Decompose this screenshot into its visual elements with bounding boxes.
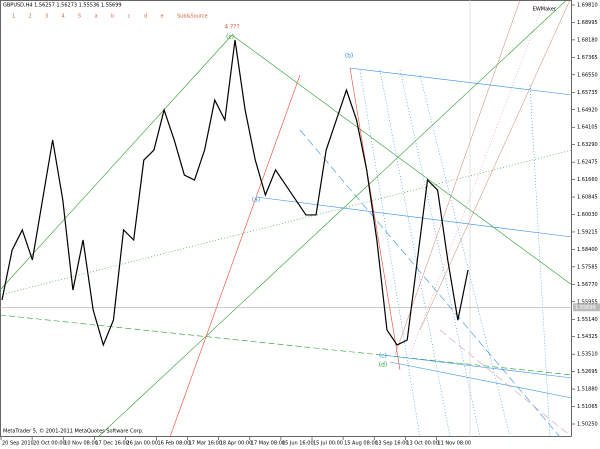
price-label: 1.51880 <box>577 387 598 393</box>
toolbar-button[interactable]: 5 <box>78 14 81 20</box>
price-label: 1.64920 <box>577 107 598 113</box>
toolbar-button[interactable]: c <box>128 14 131 20</box>
time-label: 20 Sep 2010 <box>2 441 34 447</box>
toolbar-button[interactable]: 1 <box>12 14 15 20</box>
current-price-label: 1.55699 <box>575 305 596 311</box>
time-label: 17 Mar 16:00 <box>189 441 222 447</box>
time-label: 10 Nov 08:00 <box>64 441 98 447</box>
indicator-name: EWMaker <box>533 7 557 13</box>
price-label: 1.51065 <box>577 404 598 410</box>
wave-label: (b) <box>345 53 354 60</box>
wave-label: (d) <box>379 362 388 369</box>
drawings <box>0 0 573 438</box>
toolbar-button[interactable]: d <box>144 14 147 20</box>
chart-frame <box>0 0 572 437</box>
price-label: 1.60845 <box>577 195 598 201</box>
time-label: 17 May 08:00 <box>251 441 285 447</box>
price-label: 1.66550 <box>577 72 598 78</box>
price-label: 1.53510 <box>577 352 598 358</box>
time-label: 16 Feb 08:00 <box>158 441 191 447</box>
price-label: 1.52695 <box>577 369 598 375</box>
time-label: 17 Dec 16:00 <box>95 441 129 447</box>
toolbar-button[interactable]: 3 <box>45 14 48 20</box>
price-label: 1.60030 <box>577 212 598 218</box>
price-label: 1.69810 <box>577 3 598 9</box>
toolbar-button[interactable]: b <box>111 14 114 20</box>
toolbar-button[interactable]: 2 <box>29 14 32 20</box>
wave-label: (c) <box>379 353 387 360</box>
price-label: 1.55955 <box>577 299 598 305</box>
price-label: 1.64105 <box>577 125 598 131</box>
price-line <box>1 39 469 347</box>
wave-label: (c) <box>226 34 234 41</box>
price-label: 1.56770 <box>577 282 598 288</box>
plot <box>0 39 572 347</box>
symbol-info: GBPUSD,H4 1.56257 1.56273 1.55536 1.5569… <box>3 3 122 9</box>
time-label: 15 Aug 08:00 <box>344 441 378 447</box>
price-label: 1.65735 <box>577 90 598 96</box>
price-label: 1.68180 <box>577 37 598 43</box>
toolbar-button[interactable]: e <box>161 14 164 20</box>
time-label: 20 Oct 00:00 <box>33 441 66 447</box>
time-label: 13 Sep 16:00 <box>375 441 408 447</box>
toolbar-button[interactable]: Sub&Source <box>177 14 208 20</box>
price-label: 1.61660 <box>577 177 598 183</box>
price-label: 1.50250 <box>577 422 598 428</box>
price-label: 1.57585 <box>577 264 598 270</box>
price-label: 1.67365 <box>577 55 598 61</box>
toolbar-button[interactable]: a <box>95 14 98 20</box>
price-label: 1.55140 <box>577 317 598 323</box>
price-label: 1.63290 <box>577 142 598 148</box>
current-price-box <box>573 303 600 312</box>
time-label: 15 Jun 16:00 <box>282 441 314 447</box>
time-label: 15 Jul 00:00 <box>313 441 343 447</box>
price-label: 1.62475 <box>577 160 598 166</box>
copyright: MetaTrader 5, © 2001-2011 MetaQuotes Sof… <box>3 428 144 435</box>
time-label: 11 Nov 08:00 <box>437 441 471 447</box>
wave-label: 4 ??? <box>224 24 239 31</box>
price-label: 1.58400 <box>577 247 598 253</box>
price-label: 1.59215 <box>577 229 598 235</box>
toolbar-button[interactable]: 4 <box>62 14 65 20</box>
time-label: 13 Oct 00:00 <box>406 441 439 447</box>
time-label: 18 Apr 00:00 <box>220 441 253 447</box>
price-label: 1.68995 <box>577 20 598 26</box>
time-label: 26 Jan 00:00 <box>126 441 158 447</box>
price-label: 1.54325 <box>577 334 598 340</box>
wave-label: (a) <box>252 197 260 204</box>
